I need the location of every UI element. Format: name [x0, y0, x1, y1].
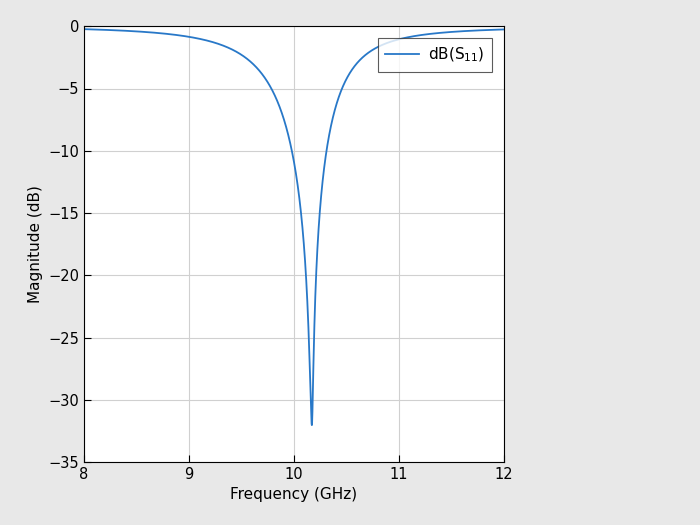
- X-axis label: Frequency (GHz): Frequency (GHz): [230, 487, 358, 502]
- Y-axis label: Magnitude (dB): Magnitude (dB): [27, 185, 43, 303]
- Legend: dB(S$_{11}$): dB(S$_{11}$): [377, 38, 492, 72]
